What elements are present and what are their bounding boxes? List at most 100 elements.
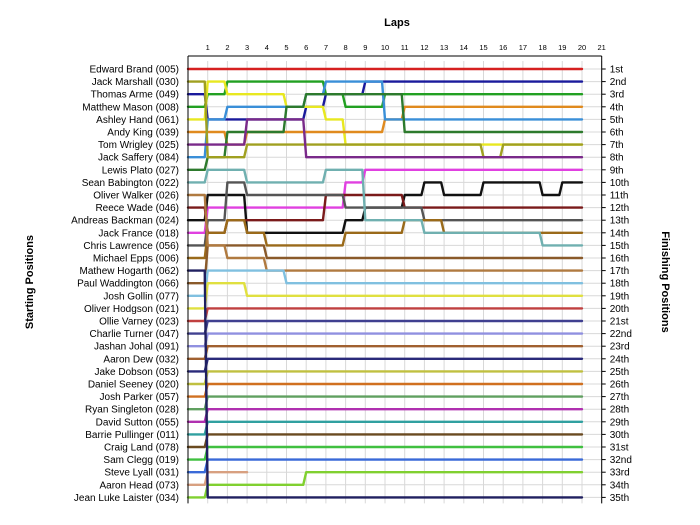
x-tick-label: 6 [304, 43, 308, 52]
series-line [186, 269, 584, 297]
series-line [186, 93, 584, 171]
driver-label: Matthew Mason (008) [82, 102, 179, 113]
driver-label: Josh Parker (057) [100, 392, 179, 403]
driver-label: Oliver Hodgson (021) [84, 304, 179, 315]
finishing-position-label: 16th [610, 254, 629, 265]
series-line [186, 357, 584, 373]
driver-label: Aaron Dew (032) [103, 354, 179, 365]
x-tick-label: 17 [519, 43, 527, 52]
series-line [186, 80, 584, 159]
finishing-position-label: 26th [610, 380, 629, 391]
finishing-position-label: 29th [610, 417, 629, 428]
finishing-position-label: 13th [610, 216, 629, 227]
series-lines [186, 67, 584, 499]
finishing-position-label: 6th [610, 128, 624, 139]
axes [187, 55, 606, 504]
driver-label: Charlie Turner (047) [90, 329, 179, 340]
driver-label: Ryan Singleton (028) [85, 405, 179, 416]
x-tick-label: 10 [381, 43, 389, 52]
driver-label: Jean Luke Laister (034) [74, 493, 179, 504]
finishing-position-label: 21st [610, 317, 629, 328]
finishing-position-label: 9th [610, 165, 624, 176]
finishing-position-label: 30th [610, 430, 629, 441]
chart-title: Laps [384, 17, 410, 29]
series-line [186, 80, 584, 108]
series-line [186, 382, 584, 398]
x-tick-label: 21 [598, 43, 606, 52]
driver-label: Aaron Head (073) [100, 480, 180, 491]
x-tick-label: 14 [460, 43, 468, 52]
x-tick-label: 5 [284, 43, 288, 52]
series-line [186, 420, 584, 436]
driver-label: Sam Clegg (019) [103, 455, 179, 466]
driver-label: Thomas Arme (049) [91, 90, 179, 101]
series-line [186, 269, 584, 499]
x-tick-label: 11 [401, 43, 409, 52]
finishing-position-label: 32nd [610, 455, 632, 466]
finishing-position-label: 12th [610, 203, 629, 214]
finishing-position-label: 3rd [610, 90, 624, 101]
finishing-position-label: 22nd [610, 329, 632, 340]
driver-label: Tom Wrigley (025) [98, 140, 179, 151]
driver-label: Jack France (018) [98, 228, 179, 239]
series-line [186, 370, 584, 386]
finishing-position-label: 35th [610, 493, 629, 504]
driver-label: Michael Epps (006) [93, 254, 179, 265]
series-line [186, 471, 249, 486]
series-line [186, 80, 584, 159]
finishing-position-label: 1st [610, 65, 624, 76]
finishing-position-label: 10th [610, 178, 629, 189]
finishing-position-label: 15th [610, 241, 629, 252]
finishing-position-label: 24th [610, 354, 629, 365]
finishing-position-label: 2nd [610, 77, 627, 88]
x-tick-label: 15 [479, 43, 487, 52]
driver-label: Sean Babington (022) [82, 178, 179, 189]
x-tick-label: 18 [538, 43, 546, 52]
series-line [186, 345, 584, 360]
series-line [186, 471, 584, 499]
x-tick-label: 7 [324, 43, 328, 52]
driver-label: Jashan Johal (091) [94, 342, 179, 353]
finishing-position-label: 27th [610, 392, 629, 403]
series-line [186, 433, 584, 449]
labels: 1 2 3 4 5 6 7 8 9 10 11 12 13 14 15 16 17 18 19 20 21Edward … [71, 43, 632, 504]
finishing-position-label: 19th [610, 291, 629, 302]
finishing-position-label: 5th [610, 115, 624, 126]
finishing-position-label: 11th [610, 191, 629, 202]
driver-label: Andy King (039) [107, 128, 179, 139]
finishing-position-label: 23rd [610, 342, 630, 353]
finishing-position-label: 4th [610, 102, 624, 113]
finishing-position-label: 25th [610, 367, 629, 378]
series-line [186, 244, 584, 285]
driver-label: Craig Land (078) [104, 443, 179, 454]
driver-label: Daniel Seeney (020) [88, 380, 179, 391]
driver-label: Andreas Backman (024) [71, 216, 179, 227]
series-line [186, 445, 584, 461]
finishing-position-label: 34th [610, 480, 629, 491]
series-line [186, 181, 584, 247]
finishing-position-label: 14th [610, 228, 629, 239]
driver-label: Edward Brand (005) [90, 65, 180, 76]
series-line [186, 395, 584, 411]
y-axis-label-right: Finishing Positions [659, 231, 671, 332]
driver-label: Paul Waddington (066) [77, 279, 179, 290]
driver-label: Reece Wade (046) [95, 203, 179, 214]
driver-label: Chris Lawrence (056) [83, 241, 179, 252]
x-tick-label: 4 [265, 43, 269, 52]
x-tick-label: 8 [344, 43, 348, 52]
finishing-position-label: 17th [610, 266, 629, 277]
driver-label: Ollie Varney (023) [99, 317, 179, 328]
series-line [186, 168, 584, 247]
driver-label: Steve Lyall (031) [104, 468, 179, 479]
x-tick-label: 3 [245, 43, 249, 52]
x-tick-label: 13 [440, 43, 448, 52]
series-line [186, 118, 584, 159]
x-tick-label: 16 [499, 43, 507, 52]
series-line [186, 282, 584, 310]
finishing-position-label: 33rd [610, 468, 630, 479]
series-line [186, 319, 584, 335]
x-tick-label: 2 [225, 43, 229, 52]
x-tick-label: 1 [206, 43, 210, 52]
